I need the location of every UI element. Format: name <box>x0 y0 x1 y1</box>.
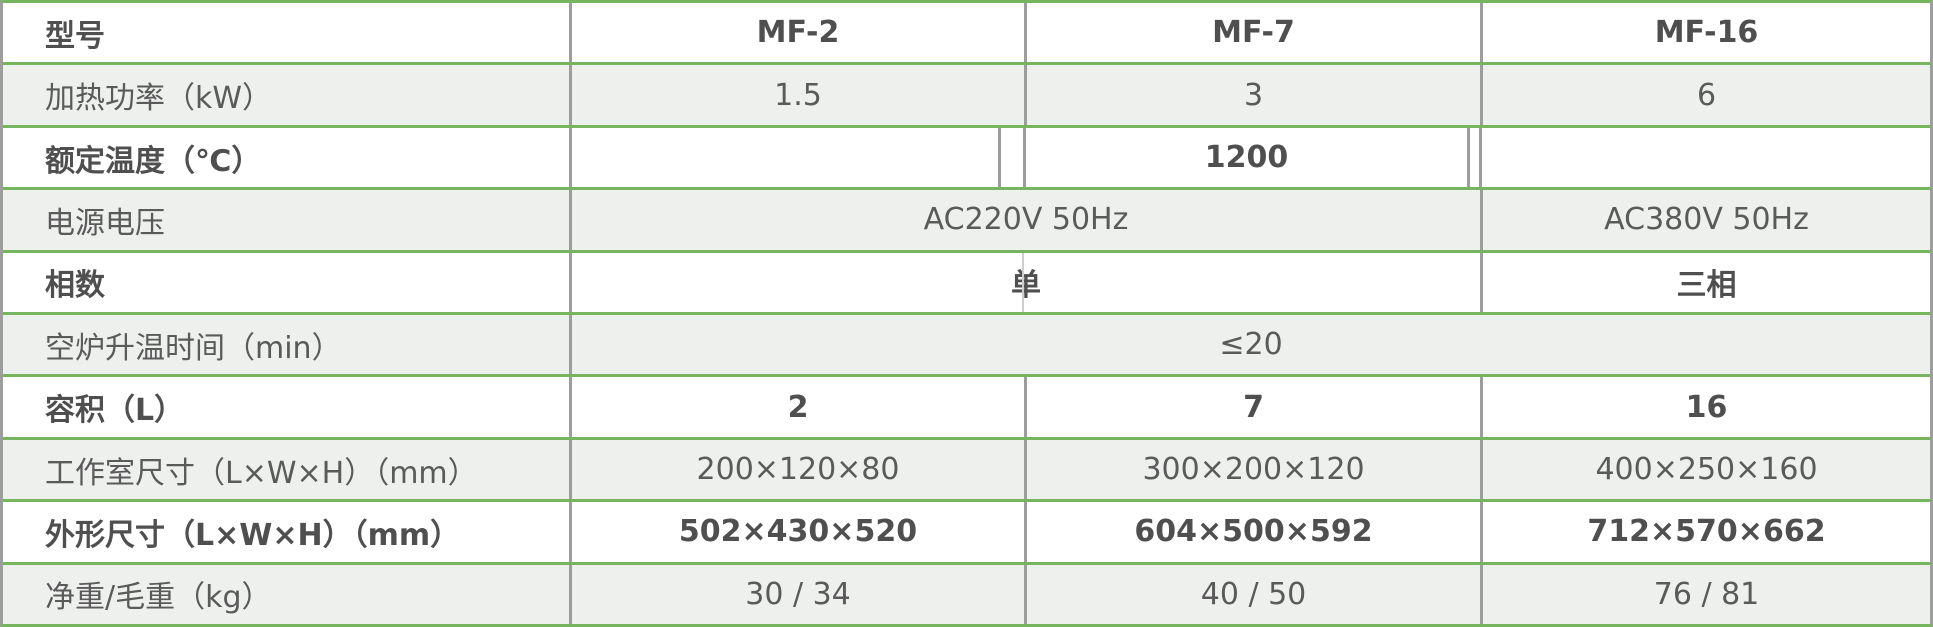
row-supply-voltage: 电源电压 AC220V 50Hz AC380V 50Hz <box>3 187 1930 250</box>
phase-count-mf16: 三相 <box>1480 252 1930 313</box>
supply-voltage-label: 电源电压 <box>45 205 165 241</box>
weight-label: 净重/毛重（kg） <box>45 580 272 616</box>
row-phase-count: 相数 单 三相 <box>3 249 1930 313</box>
rated-temperature-right-empty <box>1479 127 1930 188</box>
outer-size-mf7: 604×500×592 <box>1024 502 1480 562</box>
outer-size-label: 外形尺寸（L×W×H）（mm） <box>45 517 461 553</box>
model-value-mf2: MF-2 <box>569 3 1024 63</box>
rated-temperature-left-empty <box>569 127 998 188</box>
rated-temperature-label: 额定温度（℃） <box>45 143 262 179</box>
chamber-size-label: 工作室尺寸（L×W×H）（mm） <box>45 455 478 491</box>
heating-power-mf7: 3 <box>1024 65 1480 125</box>
heating-power-mf16: 6 <box>1480 65 1930 125</box>
rated-temperature-sliver-left <box>998 127 1023 188</box>
weight-mf7: 40 / 50 <box>1024 564 1480 625</box>
row-chamber-size: 工作室尺寸（L×W×H）（mm） 200×120×80 300×200×120 … <box>3 436 1930 500</box>
volume-mf16: 16 <box>1480 377 1930 437</box>
chamber-size-mf2: 200×120×80 <box>569 439 1024 500</box>
rated-temperature-value: 1200 <box>1023 127 1467 188</box>
supply-voltage-mf16: AC380V 50Hz <box>1480 190 1930 250</box>
row-model: 型号 MF-2 MF-7 MF-16 <box>3 3 1930 63</box>
heatup-time-value: ≤20 <box>569 315 1930 375</box>
model-label: 型号 <box>45 18 105 54</box>
row-volume: 容积（L） 2 7 16 <box>3 374 1930 437</box>
heating-power-mf2: 1.5 <box>569 65 1024 125</box>
rated-temperature-sliver-right <box>1467 127 1479 188</box>
supply-voltage-mf2-mf7: AC220V 50Hz <box>569 190 1480 250</box>
weight-mf16: 76 / 81 <box>1480 564 1930 625</box>
chamber-size-mf7: 300×200×120 <box>1024 439 1480 500</box>
model-value-mf16: MF-16 <box>1480 3 1930 63</box>
heating-power-label: 加热功率（kW） <box>45 81 273 117</box>
row-weight: 净重/毛重（kg） 30 / 34 40 / 50 76 / 81 <box>3 561 1930 625</box>
phase-count-label: 相数 <box>45 268 105 304</box>
outer-size-mf16: 712×570×662 <box>1480 502 1930 562</box>
row-rated-temperature: 额定温度（℃） 1200 <box>3 124 1930 188</box>
phase-count-mf2-mf7: 单 <box>569 252 1480 313</box>
row-heating-power: 加热功率（kW） 1.5 3 6 <box>3 62 1930 125</box>
outer-size-mf2: 502×430×520 <box>569 502 1024 562</box>
model-value-mf7: MF-7 <box>1024 3 1480 63</box>
chamber-size-mf16: 400×250×160 <box>1480 439 1930 500</box>
heatup-time-label: 空炉升温时间（min） <box>45 330 342 366</box>
row-outer-size: 外形尺寸（L×W×H）（mm） 502×430×520 604×500×592 … <box>3 499 1930 562</box>
volume-mf7: 7 <box>1024 377 1480 437</box>
row-heatup-time: 空炉升温时间（min） ≤20 <box>3 312 1930 375</box>
volume-label: 容积（L） <box>45 393 185 429</box>
volume-mf2: 2 <box>569 377 1024 437</box>
phase-row-faint-divider <box>1022 252 1024 313</box>
weight-mf2: 30 / 34 <box>569 564 1024 625</box>
